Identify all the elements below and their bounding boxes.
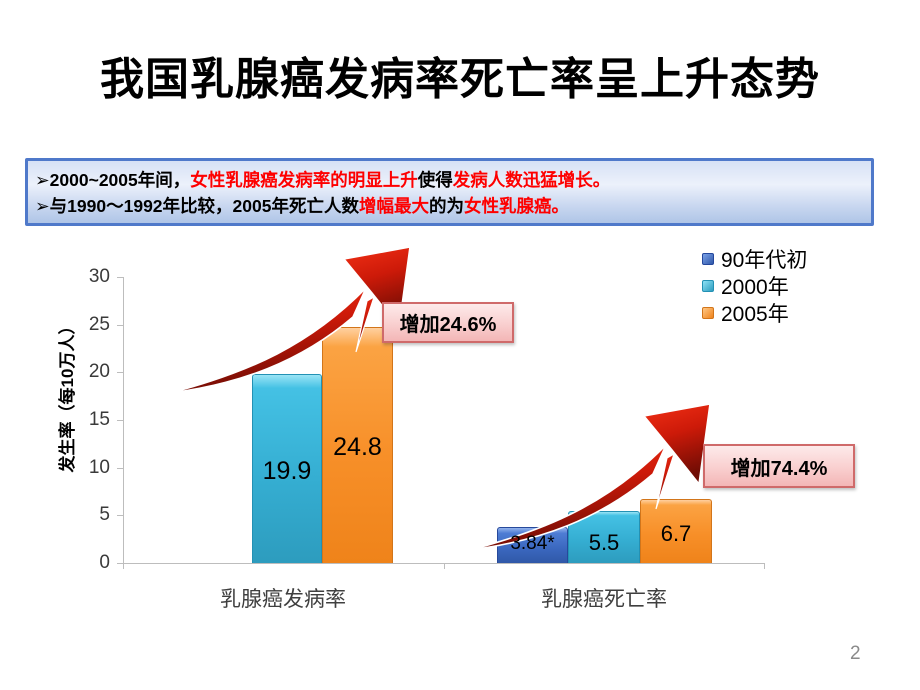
legend-swatch-blue-icon (702, 252, 714, 265)
legend-swatch-cyan-icon (702, 279, 714, 292)
bullet2-text-red2: 女性乳腺癌。 (463, 196, 569, 216)
y-axis-line (123, 277, 124, 564)
y-tick (117, 325, 123, 326)
y-tick (117, 277, 123, 278)
y-tick (117, 420, 123, 421)
bullet2-text-black2: 的为 (428, 196, 464, 216)
legend-swatch-orange-icon (702, 306, 714, 319)
y-tick (117, 468, 123, 469)
bullet-line-1: ➢2000~2005年间，女性乳腺癌发病率的明显上升使得发病人数迅猛增长。 (35, 167, 871, 193)
y-tick (117, 372, 123, 373)
annotation-increase-incidence: 增加24.6% (382, 302, 514, 343)
y-tick (117, 563, 123, 564)
bar-incidence-2000 (252, 374, 322, 563)
bullet1-text-red1: 女性乳腺癌发病率的明显上升 (190, 170, 418, 190)
x-tick (764, 563, 765, 569)
legend-item-90s: 90年代初 (702, 245, 807, 272)
summary-callout-box: ➢2000~2005年间，女性乳腺癌发病率的明显上升使得发病人数迅猛增长。 ➢与… (25, 158, 874, 226)
category-label-mortality: 乳腺癌死亡率 (541, 587, 667, 611)
y-tick-label: 30 (88, 266, 110, 287)
y-tick-label: 15 (88, 409, 110, 430)
slide-title: 我国乳腺癌发病率死亡率呈上升态势 (100, 55, 820, 104)
legend-item-2000: 2000年 (702, 272, 807, 299)
bullet1-text-black1: 2000~2005年间， (49, 170, 191, 190)
x-tick (123, 563, 124, 569)
bullet2-text-red1: 增幅最大 (358, 196, 429, 216)
x-tick (444, 563, 445, 569)
y-tick-label: 5 (99, 504, 110, 525)
data-label-mortality-2000: 5.5 (588, 530, 620, 555)
data-label-mortality-2005: 6.7 (660, 521, 692, 546)
y-tick-label: 25 (88, 314, 110, 335)
data-label-incidence-2000: 19.9 (262, 457, 312, 485)
y-tick-label: 10 (88, 457, 110, 478)
annotation-increase-mortality: 增加74.4% (703, 444, 855, 488)
bullet-line-2: ➢与1990～1992年比较，2005年死亡人数增幅最大的为女性乳腺癌。 (35, 193, 871, 219)
bullet2-text-black1: 与1990～1992年比较，2005年死亡人数 (49, 196, 359, 216)
legend-label: 2005年 (721, 302, 789, 326)
page-number: 2 (850, 643, 861, 664)
bullet1-text-red2: 发病人数迅猛增长。 (452, 170, 611, 190)
bullet-icon: ➢ (35, 196, 50, 216)
y-tick-label: 0 (99, 552, 110, 573)
bullet1-text-black2: 使得 (417, 170, 453, 190)
legend-label: 90年代初 (721, 248, 808, 272)
bullet-icon: ➢ (35, 170, 50, 190)
y-tick-label: 20 (88, 361, 110, 382)
legend-item-2005: 2005年 (702, 299, 807, 326)
y-axis-title: 发生率（每10万人） (58, 317, 77, 473)
category-label-incidence: 乳腺癌发病率 (220, 587, 346, 611)
data-label-mortality-90s: 3.84* (510, 533, 555, 554)
chart-legend: 90年代初 2000年 2005年 (702, 245, 807, 326)
legend-label: 2000年 (721, 275, 789, 299)
data-label-incidence-2005: 24.8 (333, 433, 382, 461)
y-tick (117, 515, 123, 516)
